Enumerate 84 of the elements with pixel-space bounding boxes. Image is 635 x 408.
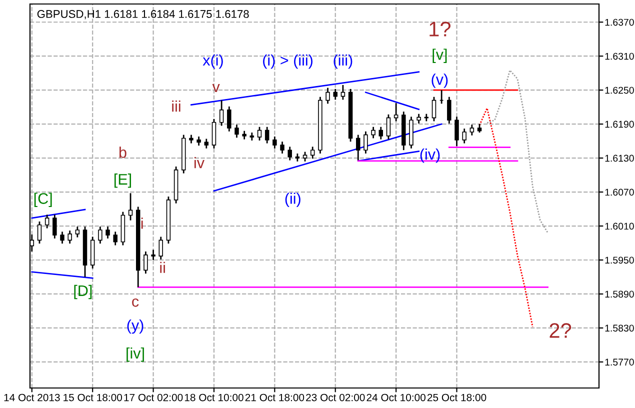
annotation: (i) > (iii) [263, 54, 312, 69]
y-tick-label: 1.6010 [605, 222, 634, 230]
annotation: 1? [430, 22, 450, 36]
y-tick-label: 1.5830 [605, 324, 634, 332]
candlestick [470, 124, 474, 136]
candlestick [37, 220, 42, 244]
annotation: (iii) [334, 54, 352, 69]
annotation: (v) [432, 74, 448, 88]
y-tick-label: 1.5890 [605, 290, 634, 298]
candlestick [98, 226, 102, 244]
annotation: v [212, 84, 220, 92]
candlestick [44, 214, 50, 229]
x-tick-label: 23 Oct 02:00 [306, 394, 365, 402]
candlestick [371, 126, 376, 139]
annotation: x(i) [202, 54, 223, 69]
candlestick [386, 114, 391, 140]
chart-title: GBPUSD,H1 1.6181 1.6184 1.6175 1.6178 [37, 10, 249, 20]
candlestick [60, 230, 64, 244]
candlestick [204, 138, 209, 150]
annotation: (iv) [420, 148, 440, 163]
candlestick [394, 102, 398, 122]
x-tick-label: 18 Oct 10:00 [184, 394, 244, 402]
candlestick [113, 230, 118, 246]
candlestick [432, 96, 436, 122]
annotation: [C] [34, 192, 52, 207]
candlestick [280, 140, 284, 154]
candlestick [151, 249, 156, 261]
annotation: i [141, 218, 143, 229]
y-tick-label: 1.6370 [605, 18, 634, 26]
candlestick [340, 84, 346, 100]
candlestick [416, 113, 421, 124]
candlestick [447, 96, 452, 124]
line-series [486, 70, 548, 234]
candlestick [158, 236, 163, 260]
candlestick [212, 118, 216, 150]
line-series [478, 108, 534, 328]
candlestick [219, 100, 224, 126]
candlestick [264, 126, 270, 144]
annotation: (ii) [285, 192, 300, 207]
y-tick-label: 1.6070 [605, 188, 634, 196]
x-tick-label: 14 Oct 2013 [4, 394, 60, 402]
candlestick [75, 226, 80, 238]
x-tick-label: 21 Oct 18:00 [245, 394, 304, 402]
annotation: [v] [432, 48, 447, 63]
candlestick [234, 124, 239, 138]
candlestick [454, 116, 459, 147]
candlestick [196, 136, 201, 146]
candlestick [257, 126, 262, 142]
candlestick [106, 226, 110, 240]
candlestick [378, 126, 384, 140]
annotation: c [132, 298, 139, 307]
candlestick [302, 151, 308, 162]
annotation: iii [172, 100, 180, 112]
candlestick [333, 88, 338, 100]
candlestick [144, 250, 148, 274]
x-tick-label: 24 Oct 10:00 [366, 394, 426, 402]
candlestick [364, 130, 368, 154]
candlestick [310, 146, 315, 160]
annotation: [iv] [126, 347, 144, 362]
candlestick [227, 106, 232, 132]
annotation: ii [160, 262, 165, 273]
candlestick [356, 134, 360, 162]
candlestick [272, 136, 277, 150]
y-tick-label: 1.6190 [605, 120, 634, 128]
candlestick [52, 214, 57, 240]
y-tick-label: 1.5770 [605, 358, 634, 366]
annotation: b [119, 146, 126, 158]
candlestick [326, 87, 330, 104]
annotation: [D] [74, 284, 92, 300]
candlestick [68, 230, 72, 244]
x-tick-label: 25 Oct 18:00 [427, 394, 486, 402]
candlestick [462, 128, 466, 144]
x-tick-label: 17 Oct 02:00 [124, 394, 183, 402]
x-tick-label: 15 Oct 18:00 [64, 394, 122, 402]
candlestick [288, 146, 292, 162]
annotation: [E] [114, 174, 131, 188]
y-tick-label: 1.6250 [605, 86, 634, 94]
y-tick-label: 1.5950 [605, 256, 634, 264]
y-tick-label: 1.6130 [605, 154, 634, 162]
annotation: 2? [550, 323, 572, 338]
annotation: iv [194, 157, 204, 168]
y-tick-label: 1.6310 [605, 52, 634, 60]
annotation: (y) [127, 319, 144, 334]
candlestick [128, 192, 133, 222]
